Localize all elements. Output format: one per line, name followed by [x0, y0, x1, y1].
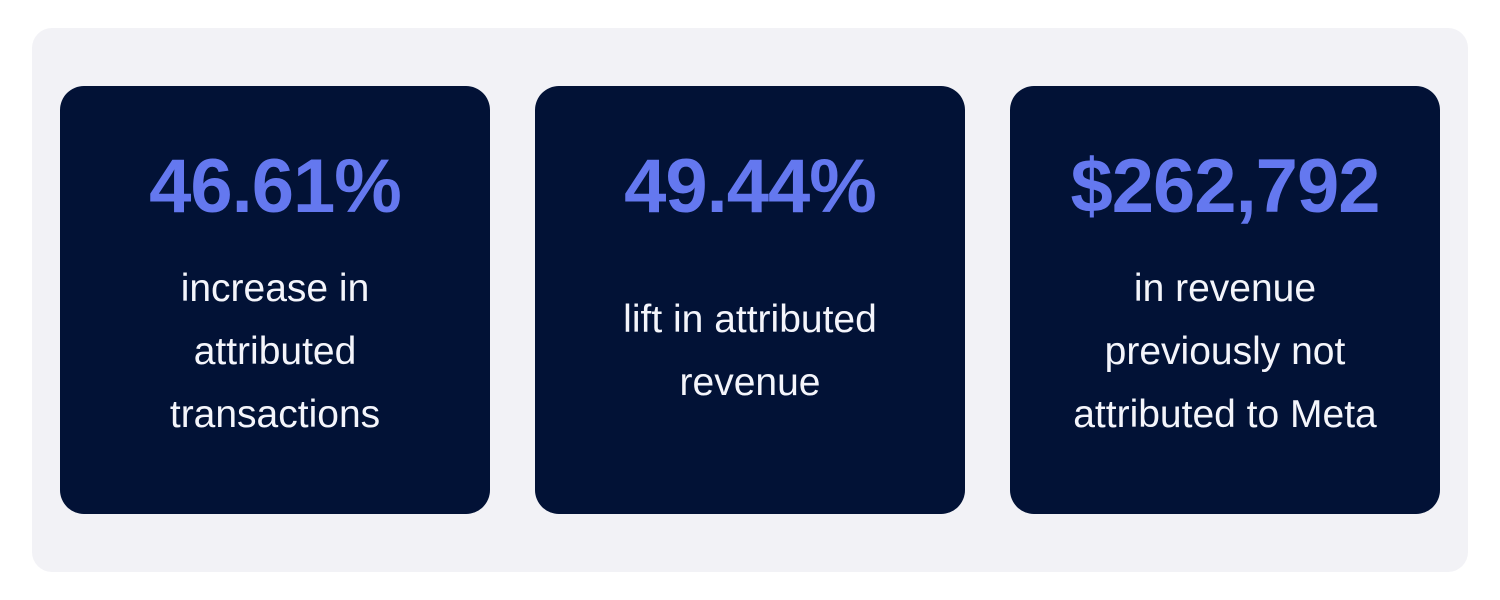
stat-label-box: increase in attributed transactions [60, 256, 490, 446]
stat-label: in revenue previously not attributed to … [1073, 266, 1377, 436]
stat-card: $262,792 in revenue previously not attrib… [1010, 86, 1440, 514]
stat-value: 49.44% [624, 144, 877, 229]
stat-value: 46.61% [149, 144, 402, 229]
stat-label-box: in revenue previously not attributed to … [1010, 256, 1440, 446]
stat-label-box: lift in attributed revenue [535, 256, 965, 446]
stat-card: 46.61% increase in attributed transaction… [60, 86, 490, 514]
stat-value: $262,792 [1070, 144, 1381, 229]
stat-label: lift in attributed revenue [623, 298, 877, 404]
stat-card: 49.44% lift in attributed revenue [535, 86, 965, 514]
stat-label: increase in attributed transactions [169, 266, 381, 436]
stats-panel: 46.61% increase in attributed transaction… [32, 28, 1468, 572]
